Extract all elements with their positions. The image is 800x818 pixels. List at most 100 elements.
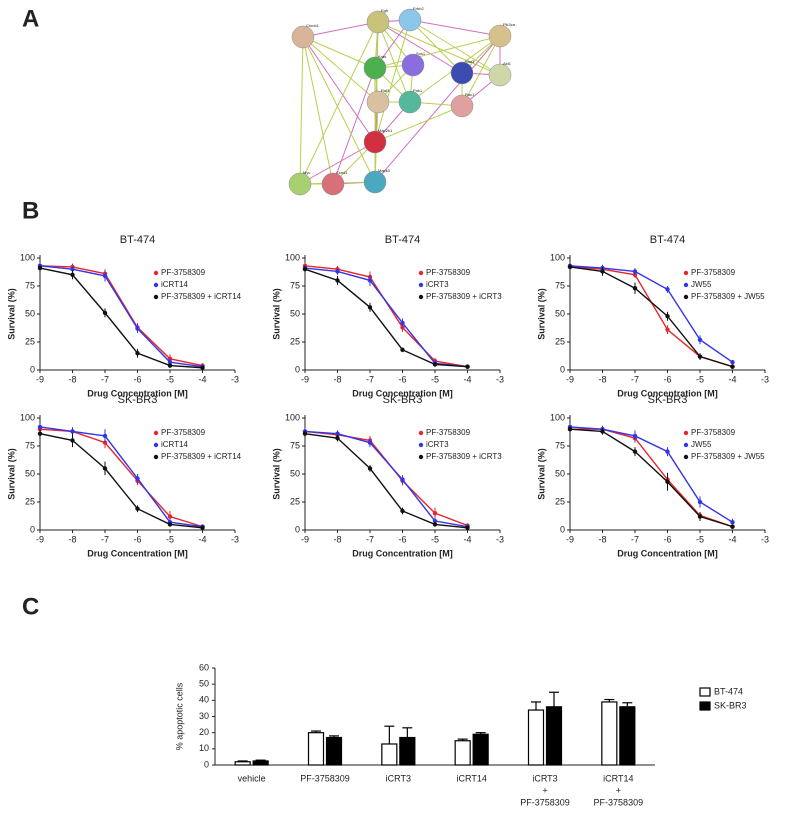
legend-label: PF-3758309 + JW55 [691, 292, 765, 301]
legend-label: BT-474 [714, 686, 743, 696]
edge [302, 36, 334, 185]
edge [299, 141, 376, 185]
x-tick-label: PF-3758309 [300, 773, 350, 783]
node [363, 170, 387, 194]
legend-label: PF-3758309 [691, 428, 736, 437]
y-axis-label: Survival (%) [536, 288, 546, 340]
data-point [135, 506, 140, 511]
bar [619, 706, 636, 766]
legend-marker [418, 270, 424, 276]
x-tick-label: -3 [496, 534, 504, 544]
x-axis-label: Drug Concentration [M] [87, 388, 188, 398]
legend-marker [418, 442, 424, 448]
data-point [302, 267, 308, 272]
node [401, 53, 425, 77]
chart-title: BT-474 [385, 234, 420, 246]
node [321, 172, 345, 196]
y-tick-label: 10 [199, 743, 209, 753]
edge [299, 21, 379, 185]
series-line [304, 268, 468, 368]
x-tick-label: -9 [36, 374, 44, 384]
node-label: Kras [378, 54, 386, 59]
node [366, 10, 390, 34]
data-point [400, 508, 405, 514]
data-point [400, 477, 405, 482]
data-point [102, 466, 108, 471]
y-tick-label: 0 [560, 524, 565, 534]
data-point [400, 347, 405, 353]
edge [302, 36, 379, 103]
y-tick-label: 0 [30, 364, 35, 374]
data-point [70, 429, 75, 434]
node [398, 8, 422, 32]
y-tick-label: 0 [295, 364, 300, 374]
series-line [569, 426, 733, 523]
node [366, 90, 390, 114]
x-axis-label: Drug Concentration [M] [617, 548, 718, 558]
dose-response-chart: BT-474 0 25 50 75 100 -9 -8 -7 -6 -5 -4 -3 Drug Conce… [536, 234, 769, 398]
y-tick-label: 75 [25, 280, 35, 290]
data-point [135, 351, 140, 356]
y-tick-label: 100 [285, 412, 300, 422]
node-label: Erbb2 [413, 6, 424, 11]
legend-marker [153, 282, 159, 288]
x-tick-label: -9 [566, 534, 574, 544]
data-point [730, 359, 735, 365]
bar [601, 701, 618, 766]
bar [454, 740, 471, 766]
y-tick-label: 25 [25, 336, 35, 346]
x-axis-label: Drug Concentration [M] [617, 388, 718, 398]
y-tick-label: 50 [555, 308, 565, 318]
bar [252, 760, 269, 766]
x-tick-label: -6 [133, 534, 141, 544]
legend-label: PF-3758309 + iCRT14 [161, 452, 242, 461]
node-label: Stat3 [465, 59, 475, 64]
x-tick-label: -8 [598, 374, 606, 384]
series-line [304, 267, 468, 368]
legend-marker [153, 442, 159, 448]
data-point [37, 431, 43, 436]
data-point [400, 320, 405, 326]
chart-title: SK-BR3 [118, 394, 158, 406]
x-tick-label: -9 [301, 374, 309, 384]
x-tick-label: -3 [231, 374, 239, 384]
legend-label: PF-3758309 [161, 428, 206, 437]
data-point [632, 286, 638, 291]
x-tick-label: PF-3758309 [520, 797, 570, 807]
y-tick-label: 30 [199, 711, 209, 721]
y-tick-label: 25 [25, 496, 35, 506]
x-tick-label: -6 [663, 534, 671, 544]
node [363, 56, 387, 80]
data-point [37, 265, 43, 271]
node [363, 130, 387, 154]
edge [374, 105, 463, 143]
data-point [697, 337, 703, 342]
edge [374, 35, 501, 69]
data-point [335, 435, 340, 441]
node-label: Sos1 [416, 51, 426, 56]
legend-swatch [699, 687, 711, 697]
legend-label: PF-3758309 + iCRT3 [426, 292, 502, 301]
y-tick-label: 50 [290, 308, 300, 318]
dose-response-chart: BT-474 0 25 50 75 100 -9 -8 -7 -6 -5 -4 -3 Drug Conce… [271, 234, 504, 398]
dose-response-chart: SK-BR3 0 25 50 75 100 -9 -8 -7 -6 -5 -4 -3 Drug Conce… [536, 394, 769, 558]
y-tick-label: 0 [30, 524, 35, 534]
x-tick-label: -5 [696, 374, 704, 384]
series-line [39, 265, 203, 367]
node-label: Pak1 [413, 88, 423, 93]
x-tick-label: -8 [333, 534, 341, 544]
edge [409, 19, 463, 74]
y-axis-label: Survival (%) [271, 288, 281, 340]
node [291, 25, 315, 49]
chart-title: SK-BR3 [383, 394, 423, 406]
y-tick-label: 0 [295, 524, 300, 534]
y-tick-label: 25 [290, 496, 300, 506]
legend-marker [683, 454, 689, 460]
x-tick-label: -4 [728, 534, 736, 544]
edge [302, 36, 376, 69]
node-label: Map2k1 [378, 128, 393, 133]
chart-title: BT-474 [650, 234, 685, 246]
x-tick-label: -3 [761, 534, 769, 544]
data-point [335, 278, 340, 283]
